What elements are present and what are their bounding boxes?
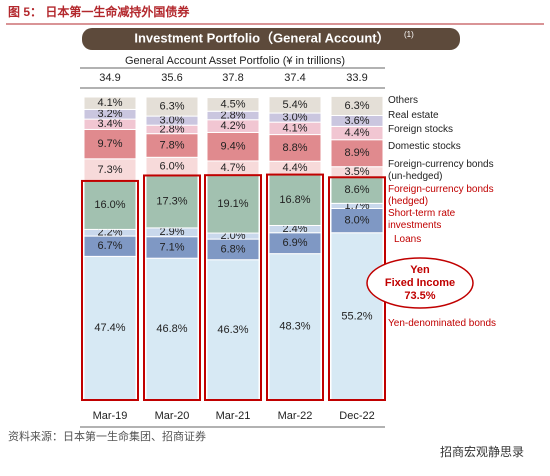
value-label: 4.1% [97,97,122,109]
bar-segment [145,257,199,401]
value-label: 9.7% [97,138,122,150]
callout-value: 73.5% [404,290,435,302]
highlight-box [266,173,324,401]
value-label: 2.8% [159,123,184,135]
bar-segment [268,134,322,162]
total-label: 37.8 [222,72,243,84]
value-label: 3.6% [344,115,369,127]
bar-segment [268,96,322,114]
value-label: 2.4% [282,223,307,235]
legend-entry: Domestic stocks [388,141,461,152]
bar-segment [330,139,384,168]
callout-text: Yen [410,264,430,276]
value-label: 4.2% [220,120,245,132]
value-label: 3.0% [159,115,184,127]
value-label: 3.2% [97,108,122,120]
value-label: 6.9% [282,237,307,249]
value-label: 7.3% [97,164,122,176]
callout-ellipse [366,257,474,309]
value-label: 7.8% [159,139,184,151]
legend-entry: Others [388,95,419,106]
x-tick-label: Dec-22 [339,410,374,422]
title-banner [82,28,460,50]
bar-segment [83,96,137,110]
value-label: 8.8% [282,142,307,154]
bar-segment [268,253,322,401]
x-tick-label: Mar-22 [278,410,313,422]
value-label: 3.5% [344,166,369,178]
bar-segment [330,232,384,401]
legend-entry: Yen-denominated bonds [388,318,497,329]
highlight-box [81,179,139,401]
title-note: (1) [404,30,414,39]
x-tick-label: Mar-21 [216,410,251,422]
value-label: 4.4% [282,162,307,174]
highlight-box [143,174,201,401]
value-label: 55.2% [341,310,372,322]
value-label: 47.4% [94,322,125,334]
bar-segment [206,259,260,401]
value-label: 6.3% [159,100,184,112]
total-label: 33.9 [346,72,367,84]
value-label: 16.0% [94,199,125,211]
legend-entry: Foreign-currency bonds (un-hedged) [388,159,494,182]
value-label: 3.4% [97,118,122,130]
bar-segment [83,180,137,230]
value-label: 8.9% [344,147,369,159]
legend-entry: Foreign-currency bonds (hedged) [388,184,494,207]
value-label: 2.9% [159,226,184,238]
value-label: 46.3% [217,324,248,336]
callout-text: Fixed Income [385,277,455,289]
highlight-box [204,174,262,401]
value-label: 4.4% [344,127,369,139]
bar-segment [330,95,384,116]
bar-segment [145,96,199,117]
value-label: 5.4% [282,99,307,111]
bar-segment [83,128,137,160]
value-label: 4.1% [282,122,307,134]
value-label: 2.8% [220,109,245,121]
bar-segment [206,131,260,162]
source: 资料来源：日本第一生命集团、招商证券 [8,429,206,443]
total-label: 34.9 [99,72,120,84]
watermark: 招商宏观静思录 [440,444,524,459]
value-label: 6.7% [97,240,122,252]
legend-entry: Real estate [388,110,439,121]
value-label: 6.3% [344,100,369,112]
bar-segment [145,174,199,229]
legend-entry: Foreign stocks [388,124,454,135]
legend-entry: Short-term rate investments [388,208,456,231]
value-label: 6.8% [220,243,245,255]
legend-entry: Loans [394,234,422,245]
value-label: 8.0% [344,215,369,227]
value-label: 4.7% [220,162,245,174]
value-label: 4.5% [220,98,245,110]
value-label: 17.3% [156,196,187,208]
subtitle: General Account Asset Portfolio (¥ in tr… [125,55,345,67]
value-label: 48.3% [279,321,310,333]
total-label: 35.6 [161,72,182,84]
total-label: 37.4 [284,72,305,84]
x-tick-label: Mar-20 [155,410,190,422]
chart-title: Investment Portfolio（General Account） [134,30,389,45]
bar-segment [206,174,260,234]
value-label: 3.0% [282,112,307,124]
value-label: 9.4% [220,141,245,153]
value-label: 16.8% [279,194,310,206]
value-label: 7.1% [159,241,184,253]
value-label: 8.6% [344,184,369,196]
value-label: 6.0% [159,160,184,172]
bar-segment [206,97,260,112]
x-tick-label: Mar-19 [93,410,128,422]
figure-caption: 图 5： 日本第一生命减持外国债券 [8,4,190,19]
value-label: 46.8% [156,323,187,335]
value-label: 19.1% [217,198,248,210]
